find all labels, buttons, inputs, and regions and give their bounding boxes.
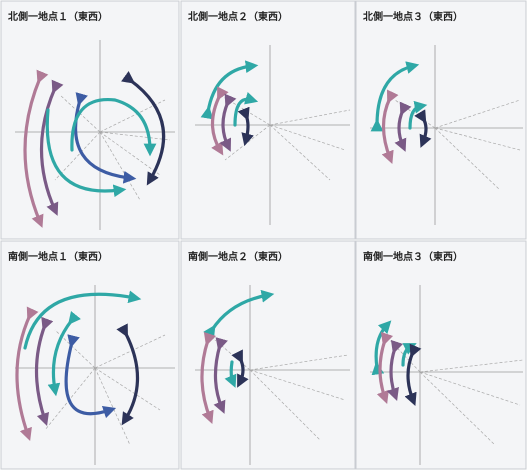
panel-title: 南側一地点３（東西） (363, 250, 463, 263)
arrow-arc (376, 331, 394, 405)
arrow-arc (386, 339, 404, 402)
arrow-arc (121, 71, 166, 186)
panel: 南側一地点２（東西） (180, 240, 356, 470)
panel-background (355, 0, 527, 240)
arrow-arc (203, 289, 275, 339)
arrow-arc (210, 86, 229, 156)
arrow-arc (381, 89, 399, 164)
arrow-arc (23, 69, 49, 228)
arrow-arc (213, 337, 228, 414)
panel: 北側一地点２（東西） (180, 0, 356, 240)
arrow-arc (237, 106, 254, 147)
arrow-arc (231, 349, 249, 388)
panel-title: 北側一地点１（東西） (8, 10, 108, 23)
arrow-arc (408, 100, 428, 130)
panel: 南側一地点３（東西） (355, 240, 527, 470)
panel-title: 南側一地点１（東西） (8, 250, 108, 263)
panel-background (180, 0, 356, 240)
arrow-arc (15, 306, 39, 442)
arrow-arc (45, 108, 127, 198)
arrow-arc (224, 360, 237, 388)
panel-background (180, 240, 356, 470)
arrow-arc (200, 60, 259, 120)
panel: 北側一地点３（東西） (355, 0, 527, 240)
arrow-arc (404, 343, 422, 406)
arrow-arc (47, 311, 81, 397)
arrow-arc (219, 93, 237, 152)
arrow-arc (414, 109, 432, 148)
arrow-arc (39, 79, 64, 216)
arrow-arc (200, 331, 217, 424)
arrow-arc (370, 61, 420, 132)
panel-title: 北側一地点２（東西） (188, 10, 288, 23)
panel: 南側一地点１（東西） (0, 240, 180, 470)
arrow-arc (394, 101, 412, 152)
arrow-arc (34, 316, 54, 427)
panel-title: 北側一地点３（東西） (363, 10, 463, 23)
dashed-lines (219, 94, 351, 181)
arrow-arc (116, 323, 140, 426)
arrow-arc (64, 334, 117, 419)
panel-title: 南側一地点２（東西） (188, 250, 288, 263)
panel: 北側一地点１（東西） (0, 0, 180, 240)
arrow-arc (233, 92, 259, 127)
dashed-lines (384, 334, 524, 446)
